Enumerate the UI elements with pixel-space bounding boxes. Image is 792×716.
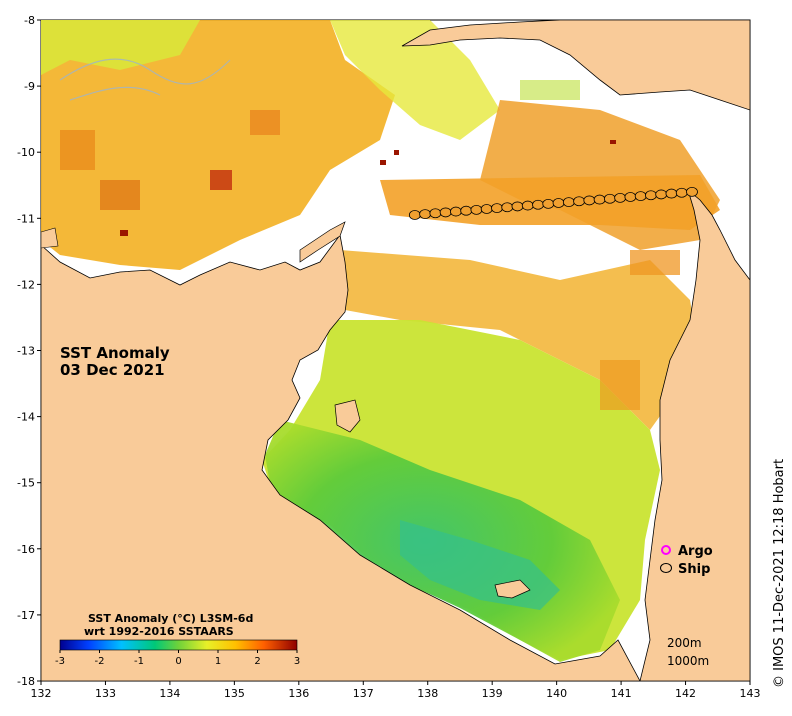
lon-tick-label: 143 (740, 687, 761, 700)
lat-tick-label: -15 (17, 477, 35, 490)
land-wessel-islands (299, 221, 346, 263)
anomaly-region-northwest-yellow (41, 20, 200, 75)
lon-tick-label: 140 (546, 687, 567, 700)
legend-ship-label: Ship (678, 562, 710, 577)
ship-observation-marker (562, 197, 575, 208)
colorbar-ticks: -3 -2 -1 0 1 2 3 (55, 650, 300, 667)
colorbar-tick-label: 2 (254, 656, 260, 667)
ship-observation-marker (686, 186, 698, 197)
ship-observation-marker (655, 189, 668, 200)
ship-observation-marker (480, 204, 493, 214)
ship-observation-marker (429, 208, 442, 219)
lat-tick-label: -12 (17, 278, 35, 291)
colorbar-tick-label: 0 (175, 656, 181, 667)
land-new-guinea (401, 20, 750, 111)
land-groote-eylandt (334, 399, 361, 433)
ship-marker-icon (660, 563, 672, 573)
longitude-axis: 132 133 134 135 136 137 138 139 140 141 142 143 (31, 681, 761, 700)
latitude-axis: -8 -9 -10 -11 -12 -13 -14 -15 -16 -17 -18 (17, 14, 41, 688)
anomaly-region-north-central (330, 20, 500, 140)
colorbar-tick-label: -1 (134, 656, 144, 667)
colorbar-tick-label: 1 (215, 656, 221, 667)
ship-observation-marker (645, 190, 657, 201)
lon-tick-label: 137 (353, 687, 374, 700)
colorbar-title-line2: wrt 1992-2016 SSTAARS (84, 625, 234, 638)
lon-tick-label: 141 (611, 687, 632, 700)
ship-observation-marker (439, 207, 452, 218)
contour-1000m (69, 86, 161, 101)
lat-tick-label: -16 (17, 543, 35, 556)
ship-observation-marker (593, 194, 606, 205)
sst-field (41, 20, 750, 681)
lon-tick-label: 134 (159, 687, 180, 700)
land-mornington-island (494, 579, 531, 599)
ship-observation-marker (491, 203, 503, 214)
colorbar-tick-label: -3 (55, 656, 65, 667)
ship-observation-marker (449, 206, 462, 217)
ship-observation-marker (665, 188, 678, 199)
ship-observation-marker (573, 196, 585, 207)
ship-observation-marker (521, 200, 534, 211)
lat-tick-label: -13 (17, 345, 35, 358)
ship-observation-marker (542, 198, 555, 209)
colorbar-tick-label: 3 (294, 656, 300, 667)
argo-marker-icon (661, 545, 671, 555)
ship-observation-marker (470, 204, 483, 215)
lon-tick-label: 139 (482, 687, 503, 700)
ship-observation-marker (460, 205, 473, 216)
lon-tick-label: 136 (288, 687, 309, 700)
ship-observation-marker (603, 193, 616, 204)
ship-observation-marker (419, 209, 432, 220)
map-title-line1: SST Anomaly (60, 344, 170, 362)
lat-tick-label: -9 (24, 80, 35, 93)
lon-tick-label: 142 (675, 687, 696, 700)
ship-observation-marker (501, 202, 514, 213)
contour-200m (59, 58, 231, 85)
ship-observation-marker (634, 191, 647, 202)
lon-tick-label: 133 (95, 687, 116, 700)
ship-observation-marker (624, 192, 637, 202)
land-arnhem-land (41, 234, 641, 681)
ship-observation-marker (614, 192, 627, 203)
legend: Argo Ship (660, 544, 713, 577)
lat-tick-label: -11 (17, 212, 35, 225)
ship-observation-marker (675, 187, 688, 198)
ship-observation-marker (532, 199, 544, 210)
lat-tick-label: -14 (17, 411, 35, 424)
ship-observation-marker (583, 195, 596, 206)
map-title-line2: 03 Dec 2021 (60, 361, 165, 379)
ship-observation-marker (511, 201, 524, 212)
lat-tick-label: -18 (17, 675, 35, 688)
ship-observation-marker (552, 198, 565, 208)
land-melville-island (41, 227, 59, 249)
colorbar (59, 639, 298, 651)
lat-tick-label: -17 (17, 609, 35, 622)
contour-label-1000m: 1000m (667, 654, 709, 668)
ship-observation-marker (408, 210, 421, 220)
colorbar-tick-label: -2 (95, 656, 105, 667)
ship-track (408, 186, 698, 220)
lat-tick-label: -8 (24, 14, 35, 27)
lon-tick-label: 138 (417, 687, 438, 700)
lat-tick-label: -10 (17, 146, 35, 159)
lon-tick-label: 132 (31, 687, 52, 700)
anomaly-speckle (60, 80, 680, 410)
colorbar-title-line1: SST Anomaly (°C) L3SM-6d (88, 612, 253, 625)
legend-argo-label: Argo (678, 544, 713, 559)
land-cape-york (639, 188, 750, 681)
contour-label-200m: 200m (667, 636, 702, 650)
imos-credit: © IMOS 11-Dec-2021 12:18 Hobart (772, 459, 787, 688)
lon-tick-label: 135 (224, 687, 245, 700)
